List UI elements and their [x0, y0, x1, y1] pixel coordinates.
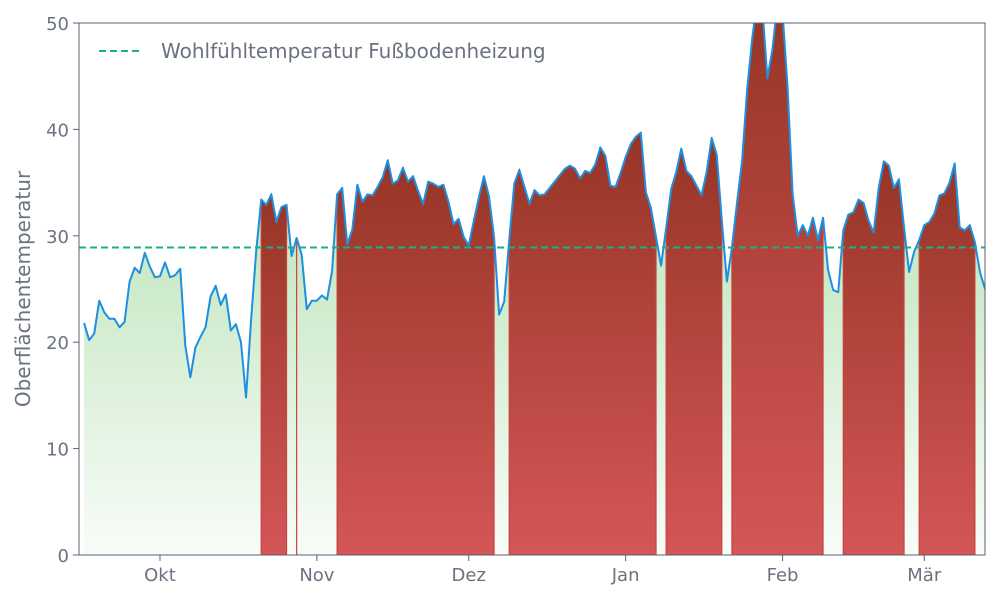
y-tick-label: 30: [46, 227, 69, 248]
legend: Wohlfühltemperatur Fußbodenheizung: [99, 39, 546, 63]
above-threshold-area: [731, 23, 824, 555]
y-tick-label: 50: [46, 14, 69, 35]
x-tick-label: Feb: [767, 565, 799, 586]
x-tick-label: Nov: [299, 565, 334, 586]
plot-frame: [78, 22, 986, 556]
y-tick-label: 10: [46, 440, 69, 461]
y-tick-label: 0: [58, 546, 69, 567]
temperature-line: [83, 23, 985, 399]
y-tick-label: 20: [46, 333, 69, 354]
x-tick-label: Jan: [611, 565, 640, 586]
x-tick-label: Okt: [144, 565, 176, 586]
above-threshold-area: [842, 160, 905, 555]
legend-label: Wohlfühltemperatur Fußbodenheizung: [161, 39, 546, 63]
above-threshold-area: [665, 137, 723, 555]
x-tick-label: Mär: [907, 565, 942, 586]
above-threshold-area: [508, 131, 657, 555]
above-threshold-area: [336, 160, 495, 555]
x-tick-label: Dez: [452, 565, 486, 586]
y-axis-title: Oberflächentemperatur: [11, 170, 35, 407]
y-tick-label: 40: [46, 120, 69, 141]
plot-area: [79, 23, 985, 555]
axes: 0 10 20 30 40 50 Okt Nov Dez Jan Feb Mär Oberflächen…: [11, 14, 986, 586]
